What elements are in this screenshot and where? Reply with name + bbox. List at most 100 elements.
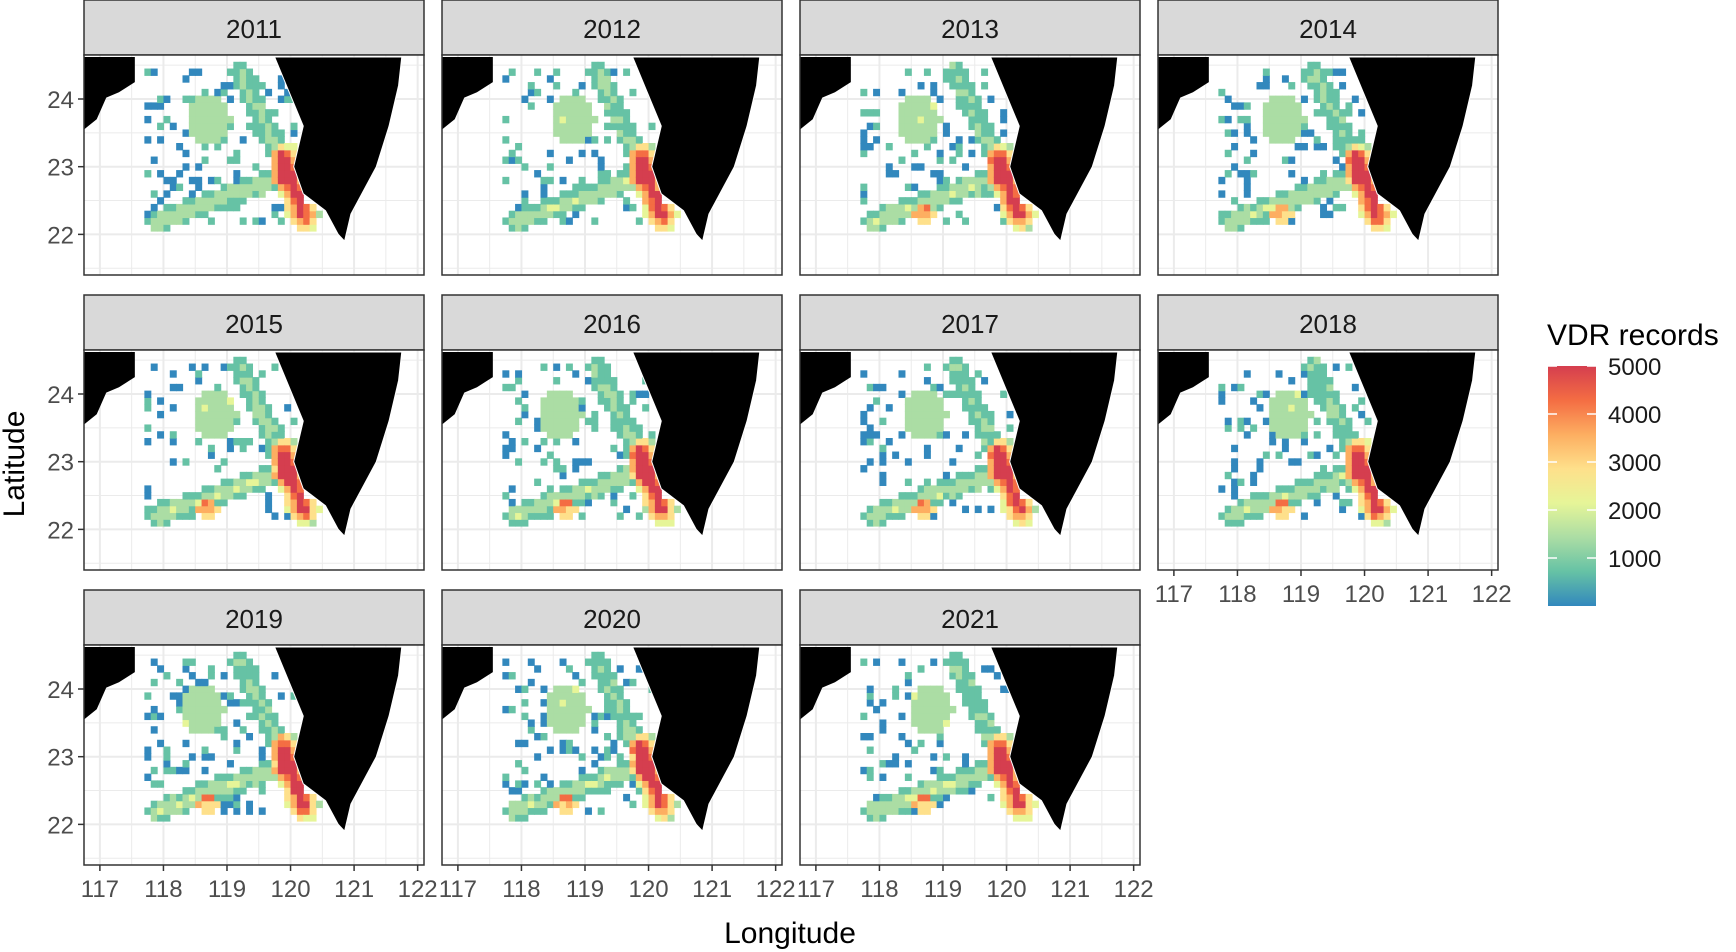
heat-cell — [917, 739, 925, 748]
heat-cell — [604, 692, 612, 700]
heat-cell — [182, 766, 190, 775]
heat-cell — [968, 773, 976, 781]
heat-cell — [1300, 183, 1308, 191]
heat-cell — [917, 197, 925, 205]
heat-cell — [1288, 170, 1296, 178]
heat-cell — [968, 397, 976, 405]
heat-cell — [559, 210, 567, 219]
heat-cell — [1320, 143, 1328, 151]
heat-cell — [962, 787, 970, 795]
heat-cell — [239, 61, 247, 70]
heat-cell — [898, 203, 906, 212]
heat-cell — [1025, 512, 1033, 520]
heat-cell — [597, 753, 605, 761]
heat-cell — [502, 658, 510, 666]
heat-cell — [879, 719, 887, 727]
heat-cell — [936, 383, 944, 392]
heat-cell — [610, 678, 618, 687]
heat-cell — [584, 492, 592, 500]
heat-cell — [879, 519, 887, 527]
heat-cell — [629, 726, 637, 734]
heat-cell — [661, 203, 669, 212]
heat-cell — [597, 61, 605, 70]
heat-cell — [290, 190, 298, 198]
heat-cell — [1300, 75, 1308, 83]
heat-cell — [911, 203, 919, 212]
heat-cell — [258, 705, 266, 714]
heat-cell — [265, 417, 273, 426]
heat-cell — [968, 136, 976, 144]
heat-cell — [962, 404, 970, 412]
heat-cell — [271, 512, 279, 520]
heat-cell — [1006, 512, 1014, 520]
heat-cell — [258, 424, 266, 432]
heat-cell — [553, 787, 561, 795]
heat-cell — [246, 383, 254, 392]
heat-cell — [201, 699, 209, 707]
heat-cell — [1307, 197, 1315, 205]
heat-cell — [591, 183, 599, 191]
heat-cell — [1281, 122, 1289, 131]
heat-cell — [911, 719, 919, 727]
heat-cell — [246, 390, 254, 398]
heat-cell — [1383, 217, 1391, 225]
heat-cell — [610, 190, 618, 198]
x-tick-label: 118 — [1218, 581, 1256, 608]
heat-cell — [150, 190, 158, 198]
heat-cell — [873, 793, 881, 802]
heat-cell — [962, 88, 970, 97]
heat-cell — [974, 726, 982, 734]
heat-cell — [879, 471, 887, 480]
heat-cell — [195, 712, 203, 721]
heat-cell — [534, 68, 542, 76]
heat-cell — [201, 685, 209, 693]
heat-cell — [648, 492, 656, 500]
heat-cell — [252, 485, 260, 493]
heat-cell — [654, 814, 662, 822]
heat-cell — [508, 383, 516, 392]
heat-cell — [623, 424, 631, 432]
heat-cell — [271, 438, 279, 446]
heat-cell — [1377, 519, 1385, 527]
heat-cell — [559, 807, 567, 815]
heat-cell — [584, 68, 592, 76]
heat-cell — [265, 88, 273, 97]
heat-cell — [1218, 390, 1226, 398]
heat-cell — [233, 773, 241, 781]
heat-cell — [1339, 404, 1347, 412]
heat-cell — [1269, 203, 1277, 212]
heat-cell — [974, 692, 982, 700]
heat-cell — [1224, 512, 1232, 520]
heat-cell — [955, 773, 963, 781]
heat-cell — [866, 224, 874, 232]
heat-cell — [214, 492, 222, 500]
heat-cell — [515, 780, 523, 788]
heat-cell — [284, 773, 292, 781]
heat-cell — [879, 773, 887, 781]
heat-cell — [942, 75, 950, 83]
heat-cell — [169, 438, 177, 446]
heat-cell — [157, 102, 165, 110]
heat-cell — [201, 190, 209, 198]
heat-cell — [968, 383, 976, 392]
heat-cell — [258, 726, 266, 734]
heat-cell — [962, 383, 970, 392]
heat-cell — [1307, 410, 1315, 419]
x-tick-label: 118 — [502, 876, 540, 903]
heat-cell — [296, 512, 304, 520]
heat-cell — [239, 478, 247, 486]
heat-cell — [1345, 183, 1353, 191]
heat-cell — [252, 417, 260, 426]
heat-cell — [201, 807, 209, 815]
heat-cell — [220, 404, 228, 412]
heat-cell — [559, 203, 567, 212]
heat-cell — [949, 183, 957, 191]
heat-cell — [290, 485, 298, 493]
heat-cell — [144, 438, 152, 446]
heat-cell — [290, 471, 298, 480]
heat-cell — [1300, 438, 1308, 446]
heat-cell — [968, 678, 976, 687]
heat-cell — [923, 800, 931, 809]
heat-cell — [1358, 410, 1366, 419]
heat-cell — [220, 417, 228, 426]
